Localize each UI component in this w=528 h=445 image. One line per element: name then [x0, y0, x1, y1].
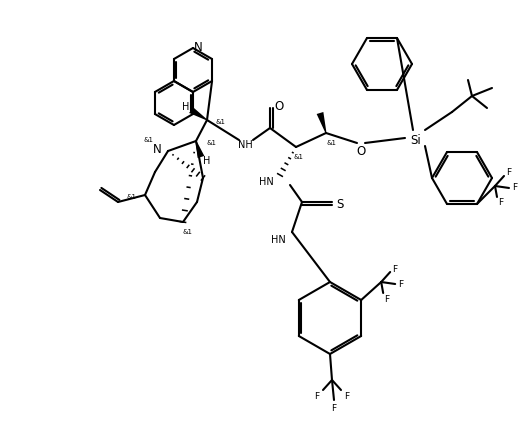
Polygon shape: [189, 107, 208, 121]
Text: O: O: [356, 145, 365, 158]
Text: F: F: [498, 198, 504, 207]
Text: F: F: [506, 169, 512, 178]
Text: &1: &1: [293, 154, 303, 160]
Text: &1: &1: [126, 194, 136, 200]
Text: &1: &1: [182, 229, 192, 235]
Text: Si: Si: [411, 134, 421, 146]
Text: &1: &1: [143, 137, 153, 143]
Text: F: F: [513, 183, 517, 193]
Polygon shape: [195, 141, 204, 158]
Text: F: F: [315, 392, 319, 401]
Text: HN: HN: [271, 235, 285, 245]
Text: &1: &1: [215, 119, 225, 125]
Text: &1: &1: [326, 140, 336, 146]
Text: F: F: [399, 279, 404, 288]
Text: F: F: [332, 404, 336, 413]
Text: O: O: [275, 100, 284, 113]
Text: N: N: [153, 142, 162, 155]
Text: S: S: [336, 198, 344, 210]
Text: HN: HN: [259, 177, 274, 187]
Text: H: H: [182, 102, 190, 112]
Text: H: H: [203, 156, 211, 166]
Polygon shape: [317, 112, 326, 133]
Text: F: F: [384, 295, 390, 303]
Text: N: N: [194, 40, 202, 53]
Text: NH: NH: [238, 140, 252, 150]
Text: F: F: [344, 392, 350, 401]
Text: &1: &1: [206, 140, 216, 146]
Text: F: F: [393, 264, 398, 274]
